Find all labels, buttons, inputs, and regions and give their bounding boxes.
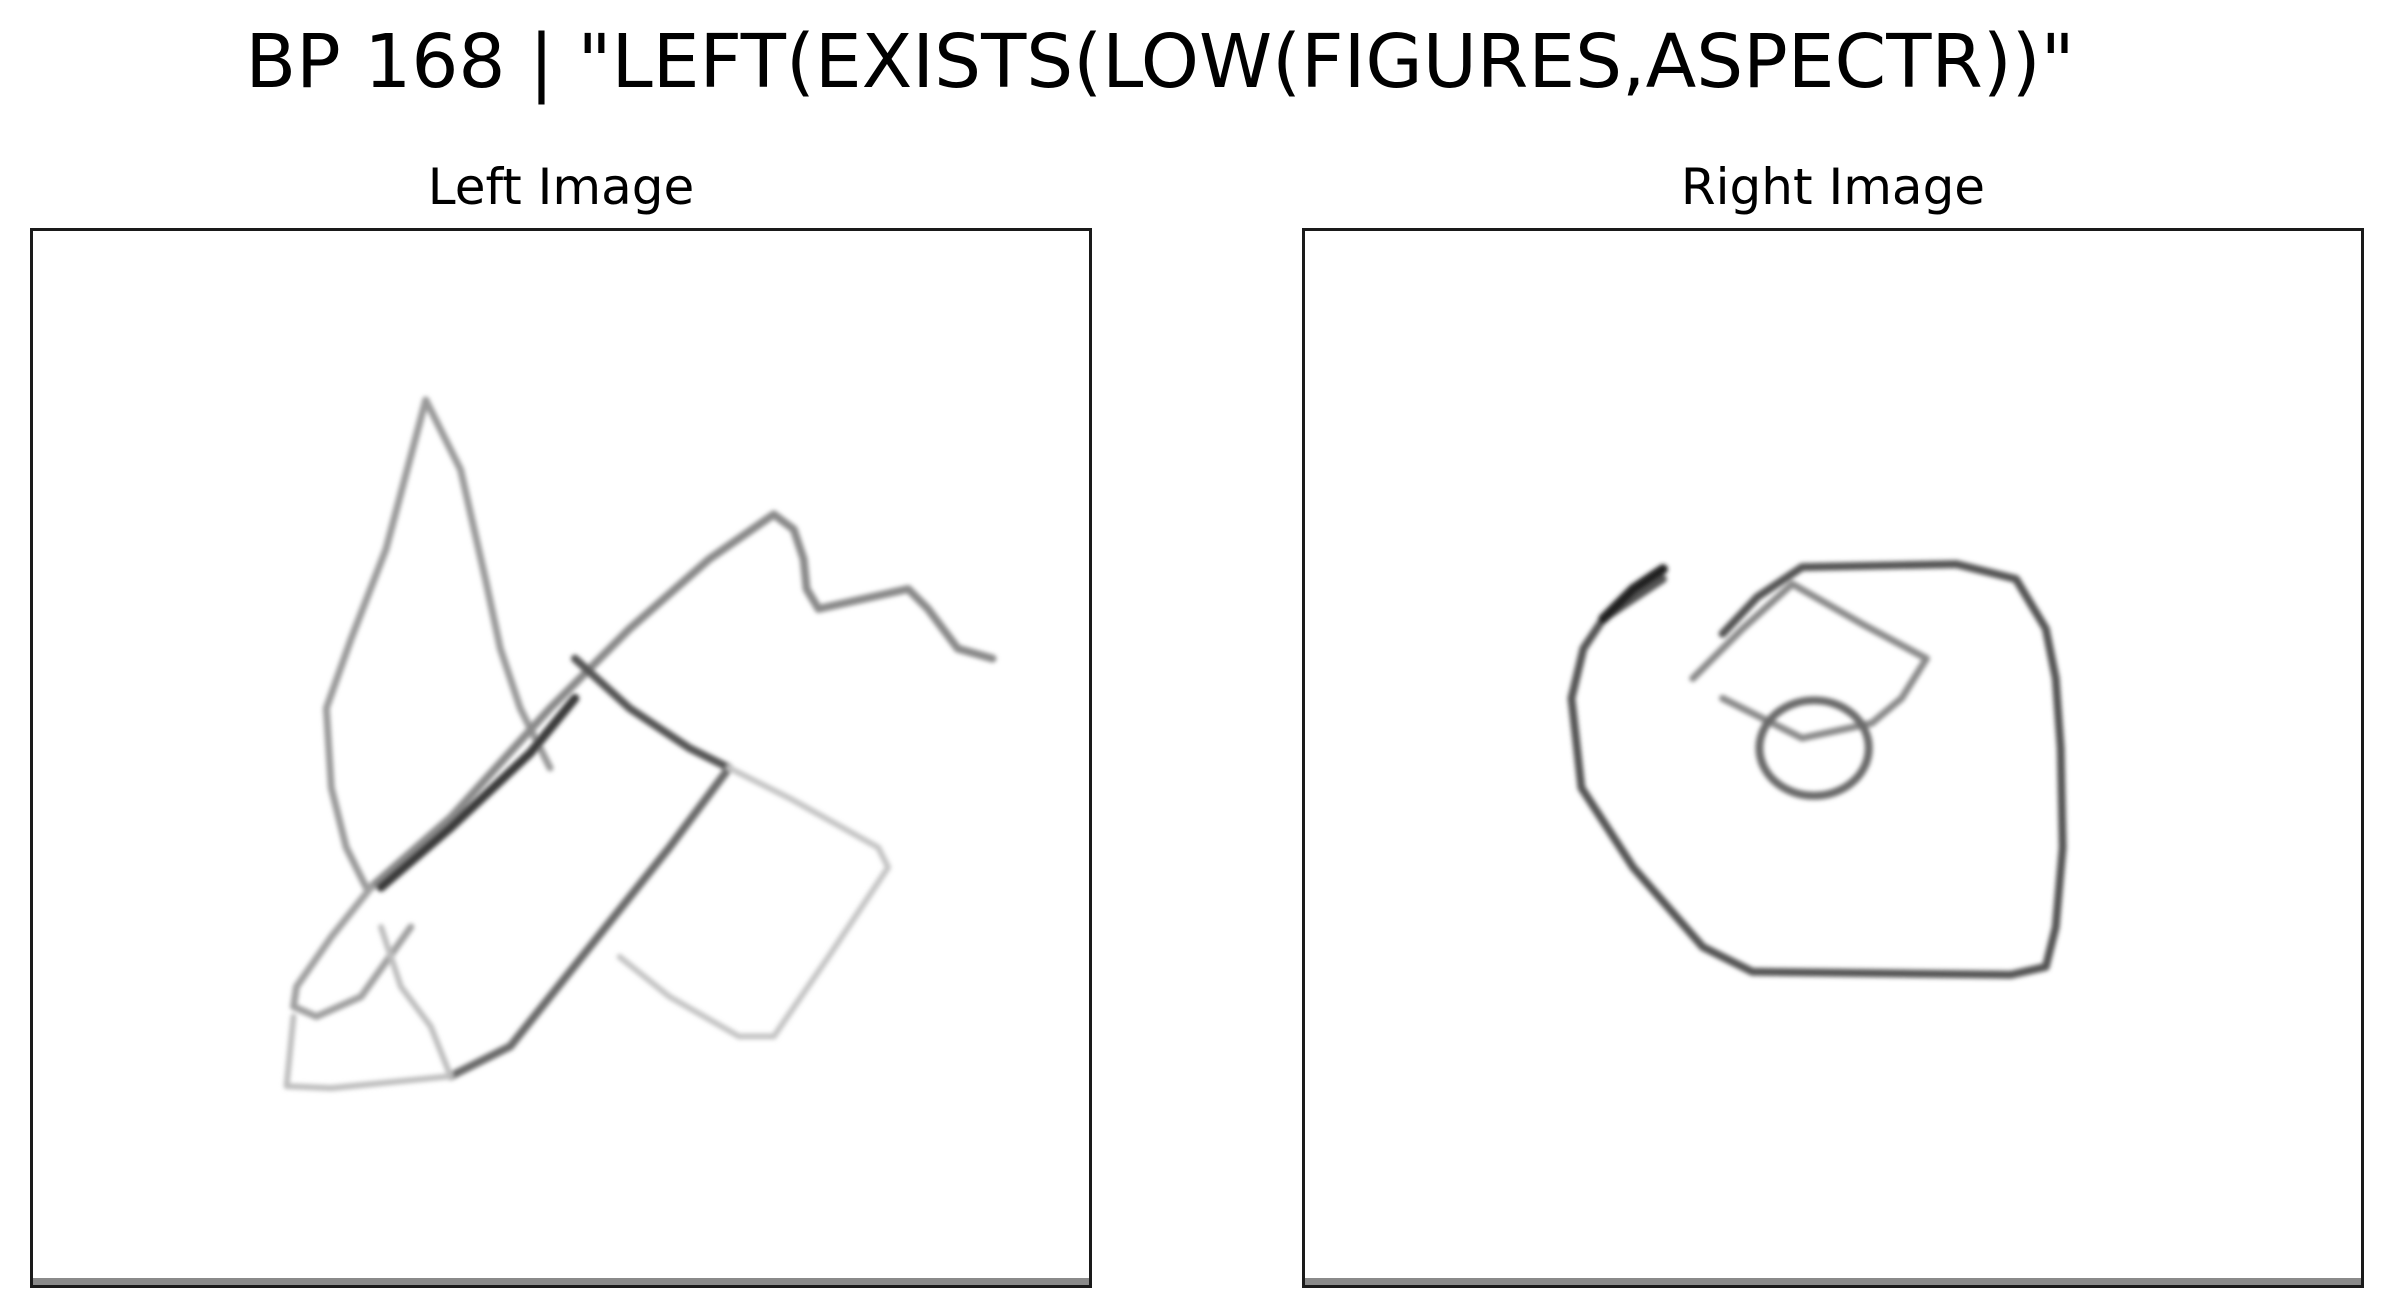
dark-bar-stroke [376,693,580,892]
outer-shape-stroke [1567,560,2067,979]
outer-shape-dark-segment [1598,564,1668,624]
spike-stroke [322,396,554,891]
diagonal-upper-stroke [367,510,997,892]
bottom-box-stroke [283,924,454,1092]
left-image-panel [30,228,1092,1288]
cross-stroke [570,654,734,772]
bottom-loop-stroke [290,883,415,1021]
right-sketch [1567,560,2067,979]
right-image-panel [1302,228,2364,1288]
inner-bracket-stroke [1689,580,1930,742]
diagonal-lower-stroke [446,763,734,1081]
inner-circle [1755,696,1873,800]
figure-title: BP 168 | "LEFT(EXISTS(LOW(FIGURES,ASPECT… [245,19,2075,105]
right-quad-stroke [616,764,892,1040]
left-sketch [283,396,997,1092]
left-image-title: Left Image [427,158,695,216]
right-image-title: Right Image [1680,158,1986,216]
